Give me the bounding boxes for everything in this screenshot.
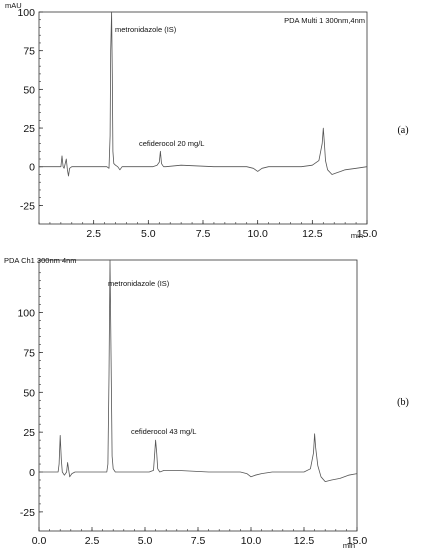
- x-unit-label: min: [351, 231, 363, 240]
- panel-tag: (b): [397, 397, 409, 408]
- y-tick-label: 75: [23, 46, 35, 58]
- y-tick-label: -25: [20, 200, 35, 212]
- y-tick-label: 0: [29, 467, 35, 479]
- x-tick-label: 5.0: [141, 228, 156, 240]
- peak-annotation: metronidazole (IS): [115, 25, 177, 34]
- x-tick-label: 0.0: [32, 535, 47, 547]
- panel-tag: (a): [397, 125, 408, 136]
- y-tick-label: 50: [23, 387, 35, 399]
- detector-label: PDA Multi 1 300nm,4nm: [284, 16, 365, 25]
- detector-label: PDA Ch1 300nm 4nm: [4, 256, 77, 265]
- x-tick-label: 12.5: [294, 535, 315, 547]
- plot-frame: [38, 259, 358, 532]
- x-tick-label: 12.5: [302, 228, 323, 240]
- x-tick-label: 5.0: [138, 535, 153, 547]
- chromatogram-trace: [39, 11, 368, 177]
- x-tick-label: 15.0: [347, 535, 368, 547]
- y-tick-label: -25: [20, 507, 35, 519]
- x-tick-label: 7.5: [191, 535, 206, 547]
- y-unit-label: mAU: [5, 1, 22, 10]
- x-tick-label: 15.0: [357, 228, 378, 240]
- x-tick-label: 2.5: [86, 228, 101, 240]
- y-tick-label: 75: [23, 347, 35, 359]
- peak-annotation: cefiderocol 20 mg/L: [139, 139, 204, 148]
- plot-frame: [38, 11, 368, 225]
- peak-annotation: cefiderocol 43 mg/L: [131, 427, 196, 436]
- x-tick-label: 10.0: [241, 535, 262, 547]
- chromatogram-trace: [39, 259, 358, 483]
- y-tick-label: 25: [23, 123, 35, 135]
- y-tick-label: 25: [23, 427, 35, 439]
- y-tick-label: 0: [29, 162, 35, 174]
- x-unit-label: min: [343, 541, 355, 550]
- peak-annotation: metronidazole (IS): [108, 279, 170, 288]
- y-tick-label: 100: [17, 7, 35, 19]
- y-tick-label: 50: [23, 84, 35, 96]
- x-tick-label: 10.0: [247, 228, 268, 240]
- x-tick-label: 2.5: [85, 535, 100, 547]
- x-tick-label: 7.5: [196, 228, 211, 240]
- y-tick-label: 100: [17, 308, 35, 320]
